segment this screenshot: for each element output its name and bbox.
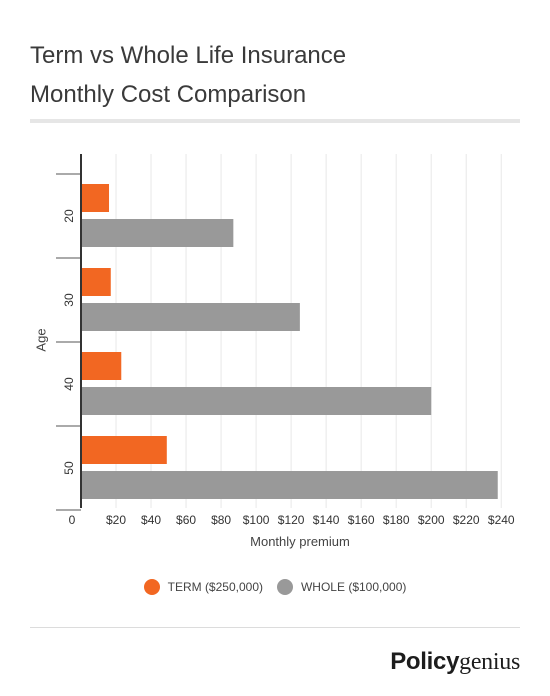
bar-term-age-50: [82, 436, 167, 464]
legend-item-whole: WHOLE ($100,000): [276, 579, 407, 595]
brand-logo-part-1: Policy: [390, 648, 460, 675]
legend-item-term: TERM ($250,000): [143, 579, 263, 595]
chart-title-line-1: Term vs Whole Life Insurance: [30, 42, 347, 69]
x-tick-label: $200: [418, 513, 445, 527]
x-tick-label: $220: [453, 513, 480, 527]
x-axis-title: Monthly premium: [250, 534, 350, 549]
x-tick-label: $240: [488, 513, 515, 527]
y-tick-label: 20: [62, 209, 76, 223]
x-tick-label: $80: [211, 513, 231, 527]
chart-title: Term vs Whole Life Insurance Monthly Cos…: [30, 36, 346, 114]
bar-term-age-30: [82, 268, 111, 296]
bar-whole-age-50: [82, 471, 498, 499]
title-divider: [30, 119, 520, 123]
y-tick-label: 50: [62, 461, 76, 475]
brand-logo-part-2: genius: [459, 649, 520, 675]
legend-label-term: TERM ($250,000): [167, 580, 263, 594]
x-tick-label: $180: [383, 513, 410, 527]
x-tick-label: $120: [278, 513, 305, 527]
bar-term-age-20: [82, 184, 110, 212]
x-tick-label: $40: [141, 513, 161, 527]
legend-swatch-term: [143, 579, 160, 595]
chart-title-line-2: Monthly Cost Comparison: [30, 81, 307, 108]
legend-label-whole: WHOLE ($100,000): [300, 580, 407, 594]
x-tick-label: 0: [69, 513, 76, 527]
x-tick-label: $100: [243, 513, 270, 527]
footer-divider: [30, 627, 520, 628]
y-tick-label: 30: [62, 293, 76, 307]
bar-whole-age-40: [82, 387, 432, 415]
x-tick-label: $60: [176, 513, 196, 527]
y-tick-label: 40: [62, 377, 76, 391]
y-axis-title: Age: [33, 328, 48, 351]
x-tick-label: $160: [348, 513, 375, 527]
x-tick-label: $140: [313, 513, 340, 527]
bar-term-age-40: [82, 352, 122, 380]
bar-whole-age-20: [82, 219, 234, 247]
legend: TERM ($250,000) WHOLE ($100,000): [0, 576, 550, 598]
brand-logo: Policygenius: [390, 648, 520, 676]
bar-chart: 20 30 40 50 0 $20 $40 $60 $80 $100 $120 $140 $160 $18…: [33, 154, 515, 549]
legend-swatch-whole: [276, 579, 293, 595]
bar-whole-age-30: [82, 303, 300, 331]
x-tick-label: $20: [106, 513, 126, 527]
